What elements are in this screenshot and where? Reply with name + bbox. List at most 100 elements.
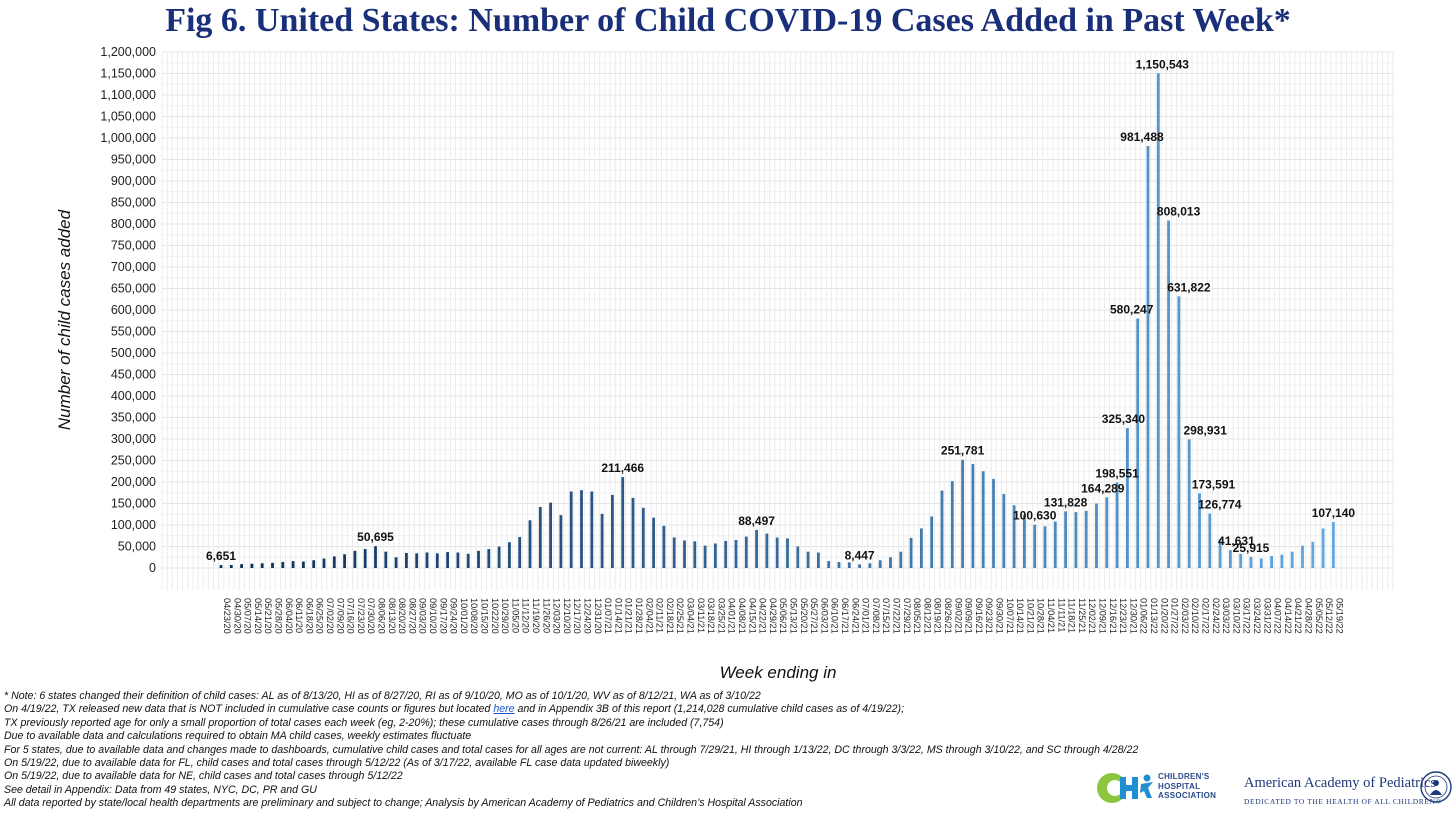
bar [456,552,460,568]
bar-chart: 0 50,000 100,000 150,000 200,000 250,000 300,0… [55,45,1394,682]
x-tick-label: 05/13/21 [789,598,799,634]
bar [219,565,223,568]
x-tick-label: 12/10/20 [562,598,572,634]
x-tick-label: 03/31/22 [1262,598,1272,634]
x-tick-label: 05/06/21 [778,598,788,634]
x-tick-label: 06/17/21 [840,598,850,634]
x-tick-label: 07/01/21 [861,598,871,634]
bar [868,563,872,568]
bar [1229,550,1232,568]
bar [1136,318,1140,568]
x-tick-label: 01/20/22 [1159,598,1169,634]
bar [765,533,769,568]
x-tick-label: 06/04/20 [284,598,294,634]
x-tick-label: 04/07/22 [1273,598,1283,634]
y-tick-label: 750,000 [111,239,156,253]
x-tick-label: 03/17/22 [1242,598,1252,634]
y-tick-label: 650,000 [111,282,156,296]
y-tick-label: 950,000 [111,153,156,167]
bar [1002,494,1006,568]
aap-seal-icon [1420,771,1452,803]
bar [734,540,738,568]
x-tick-label: 10/08/20 [469,598,479,634]
bar [435,553,439,568]
bar [786,538,789,568]
bar [332,556,336,568]
y-tick-label: 100,000 [111,518,156,532]
bar [899,551,903,568]
footnote-line: On 5/19/22, due to available data for NE… [4,770,403,783]
data-label: 107,140 [1312,506,1356,520]
footnotes: * Note: 6 states changed their definitio… [4,690,1139,811]
x-tick-label: 07/08/21 [871,598,881,634]
x-tick-label: 10/15/20 [480,598,490,634]
bar [446,552,449,568]
data-label: 325,340 [1102,412,1146,426]
x-tick-label: 09/23/21 [984,598,994,634]
x-axis-label: Week ending in [720,663,837,682]
x-tick-label: 04/29/21 [768,598,778,634]
x-tick-label: 03/18/21 [706,598,716,634]
x-tick-label: 05/20/21 [799,598,809,634]
bar [528,520,532,568]
data-label: 298,931 [1184,423,1228,437]
x-tick-label: 01/07/21 [603,598,613,634]
data-label: 173,591 [1192,477,1236,491]
x-tick-label: 12/30/21 [1128,598,1138,634]
here-link[interactable]: here [493,703,515,716]
x-tick-label: 09/16/21 [974,598,984,634]
footnote-line: See detail in Appendix: Data from 49 sta… [4,783,317,796]
y-tick-label: 450,000 [111,368,156,382]
x-tick-label: 02/03/22 [1180,598,1190,634]
bar [662,525,666,568]
x-tick-label: 11/11/21 [1056,598,1066,632]
x-tick-label: 03/10/22 [1231,598,1241,634]
x-tick-label: 12/31/20 [593,598,603,634]
y-tick-label: 600,000 [111,303,156,317]
bar [580,490,583,568]
bar [322,558,326,568]
bar [652,517,655,568]
y-tick-label: 1,100,000 [100,88,156,102]
data-label: 100,630 [1013,509,1057,523]
bar [477,550,480,568]
aap-name: American Academy of Pediatrics [1244,775,1437,791]
bar [827,561,831,568]
x-tick-label: 03/03/22 [1221,598,1231,634]
bar [271,562,274,568]
bar [1146,145,1150,569]
bar [920,528,923,568]
x-tick-label: 11/25/21 [1077,598,1087,633]
x-tick-label: 07/22/21 [892,598,902,634]
footnote-line: * Note: 6 states changed their definitio… [4,690,761,702]
x-tick-label: 10/21/21 [1025,598,1035,634]
x-tick-label: 07/30/20 [366,598,376,634]
x-tick-label: 04/14/22 [1283,598,1293,634]
footnote-line: For 5 states, due to available data and … [4,743,1139,756]
grid-layer [161,51,1394,590]
y-tick-label: 800,000 [111,217,156,231]
data-label: 126,774 [1198,497,1242,511]
y-tick-label: 1,000,000 [100,131,156,145]
x-tick-label: 02/18/21 [665,598,675,634]
x-tick-label: 04/22/21 [758,598,768,634]
bar [229,564,233,568]
x-tick-label: 02/17/22 [1201,598,1211,634]
data-label: 198,551 [1095,467,1139,481]
x-tick-label: 01/27/22 [1170,598,1180,634]
bar [1095,503,1098,568]
bar [312,560,316,568]
x-tick-label: 09/10/20 [428,598,438,634]
bar [250,563,254,568]
x-tick-label: 05/05/22 [1314,598,1324,634]
data-labels: 6,651 50,695 211,466 88,497 8,447 251,781 100,… [206,57,1355,563]
x-tick-label: 05/12/22 [1324,598,1334,634]
x-tick-label: 05/19/22 [1334,598,1344,634]
x-tick-label: 10/07/21 [1005,598,1015,634]
x-tick-label: 04/08/21 [737,598,747,634]
x-tick-label: 05/21/20 [263,598,273,634]
x-tick-label: 12/03/20 [552,598,562,634]
bar [538,506,542,568]
bar [1259,558,1263,568]
x-tick-label: 10/14/21 [1015,598,1025,634]
